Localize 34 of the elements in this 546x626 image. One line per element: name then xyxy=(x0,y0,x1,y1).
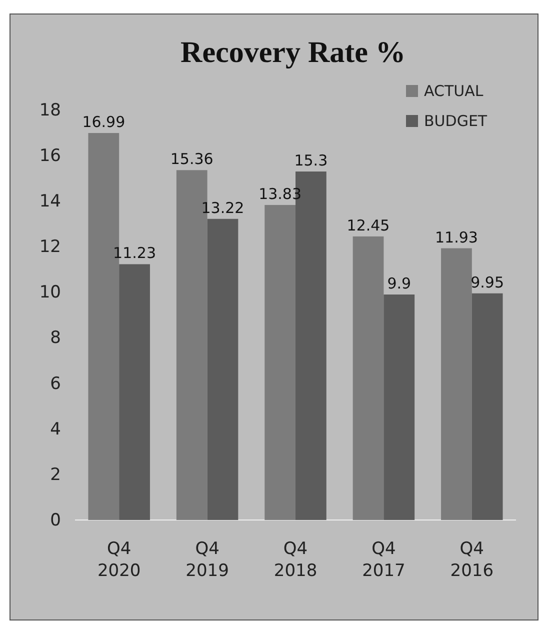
data-label: 12.45 xyxy=(346,216,390,234)
bar xyxy=(264,204,296,520)
y-tick-label: 8 xyxy=(50,328,61,348)
bar xyxy=(472,293,503,520)
y-tick-label: 2 xyxy=(50,464,61,485)
x-tick-label: Q4 2019 xyxy=(186,539,229,582)
bar xyxy=(119,264,150,520)
y-tick-label: 4 xyxy=(50,419,61,440)
y-tick-label: 0 xyxy=(50,510,61,530)
chart-title: Recovery Rate % xyxy=(180,36,406,69)
bar xyxy=(384,294,415,520)
y-tick-label: 18 xyxy=(39,100,61,120)
data-label: 13.22 xyxy=(201,198,244,217)
data-label: 16.99 xyxy=(82,113,126,132)
data-label: 9.9 xyxy=(387,274,412,292)
bar xyxy=(441,248,472,520)
bar xyxy=(352,236,384,520)
data-label: 11.23 xyxy=(113,244,156,262)
data-label: 11.93 xyxy=(434,228,478,246)
y-tick-label: 6 xyxy=(50,374,61,394)
data-label: 15.3 xyxy=(294,152,328,170)
x-tick-label: Q4 2017 xyxy=(362,539,406,582)
bar xyxy=(207,218,238,520)
y-tick-label: 10 xyxy=(39,282,61,303)
y-tick-label: 16 xyxy=(39,146,61,166)
legend-label: ACTUAL xyxy=(424,82,484,100)
legend-label: BUDGET xyxy=(424,112,488,130)
y-tick-label: 12 xyxy=(39,237,61,258)
x-tick-label: Q4 2016 xyxy=(450,539,494,582)
data-label: 15.36 xyxy=(170,150,214,168)
x-tick-label: Q4 2020 xyxy=(97,539,141,582)
y-tick-label: 14 xyxy=(39,192,61,212)
data-label: 9.95 xyxy=(470,273,504,292)
x-tick-label: Q4 2018 xyxy=(274,539,318,582)
